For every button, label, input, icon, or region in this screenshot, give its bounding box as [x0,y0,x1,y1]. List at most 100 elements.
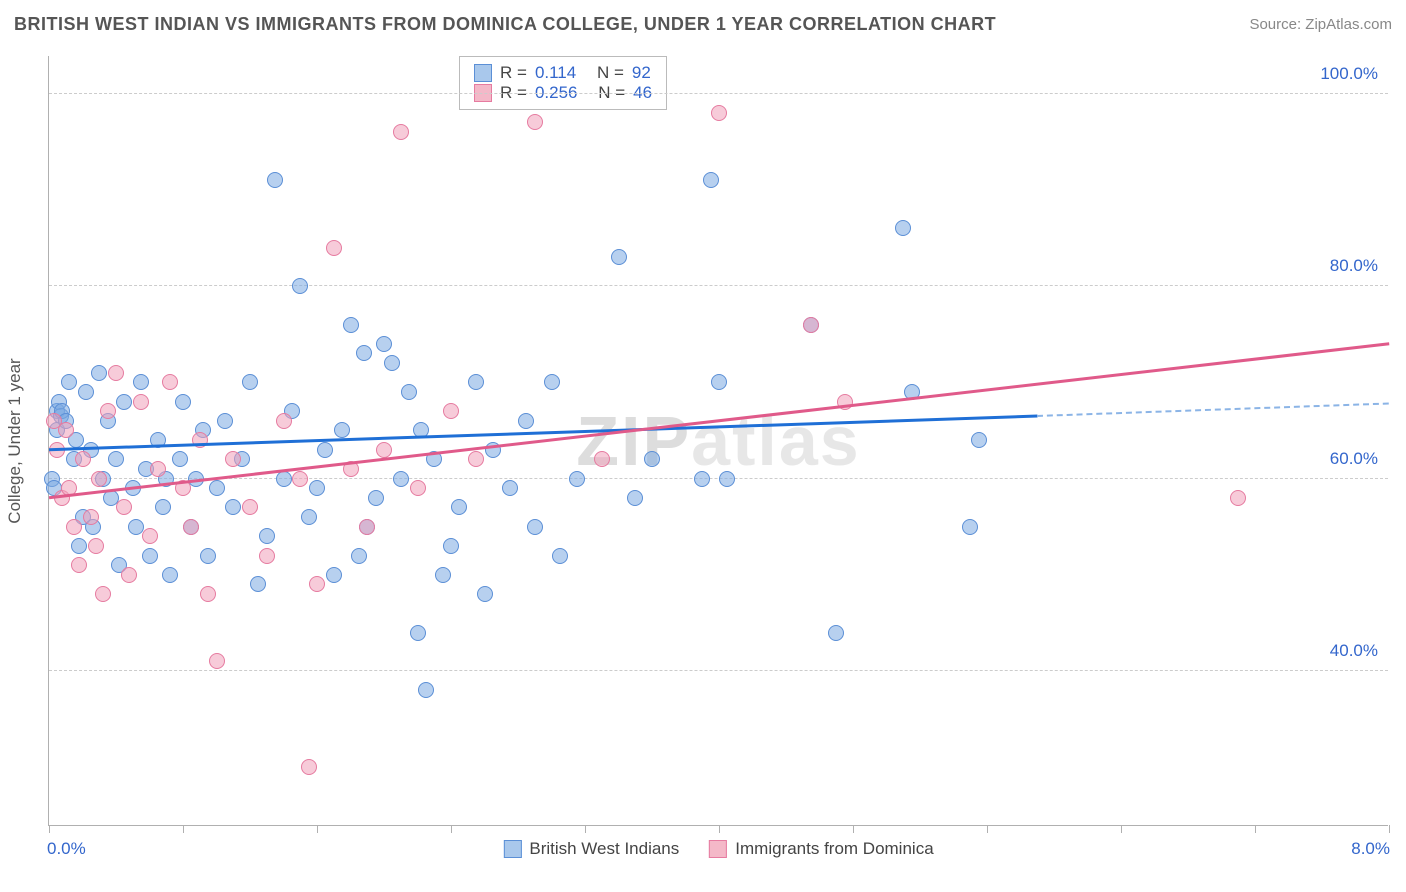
x-axis-max-label: 8.0% [1351,839,1390,859]
scatter-point [569,471,585,487]
scatter-point [401,384,417,400]
scatter-point [376,442,392,458]
scatter-point [703,172,719,188]
scatter-point [162,374,178,390]
x-tick [183,825,184,833]
scatter-point [468,451,484,467]
watermark-text-a: ZIP [576,402,691,480]
scatter-point [711,105,727,121]
scatter-point [142,548,158,564]
scatter-point [100,403,116,419]
scatter-point [468,374,484,390]
x-tick [317,825,318,833]
scatter-point [276,413,292,429]
scatter-point [91,471,107,487]
x-tick [853,825,854,833]
x-tick [1389,825,1390,833]
scatter-point [309,480,325,496]
legend-item-1: Immigrants from Dominica [709,839,933,859]
scatter-point [276,471,292,487]
scatter-point [225,499,241,515]
scatter-point [359,519,375,535]
scatter-point [343,317,359,333]
stats-swatch-0 [474,64,492,82]
scatter-point [200,586,216,602]
scatter-point [175,394,191,410]
scatter-point [200,548,216,564]
scatter-point [217,413,233,429]
stats-row-0: R = 0.114 N = 92 [474,63,652,83]
scatter-point [309,576,325,592]
scatter-point [75,451,91,467]
scatter-point [376,336,392,352]
scatter-point [71,557,87,573]
scatter-point [108,365,124,381]
scatter-point [435,567,451,583]
scatter-point [477,586,493,602]
scatter-point [61,374,77,390]
stats-n-value-0: 92 [632,63,651,83]
legend-item-0: British West Indians [503,839,679,859]
scatter-point [66,519,82,535]
scatter-point [242,374,258,390]
x-axis-min-label: 0.0% [47,839,86,859]
scatter-point [83,509,99,525]
scatter-point [544,374,560,390]
scatter-point [292,471,308,487]
legend-swatch-0 [503,840,521,858]
scatter-point [91,365,107,381]
scatter-point [1230,490,1246,506]
scatter-point [292,278,308,294]
scatter-point [108,451,124,467]
scatter-point [410,480,426,496]
scatter-point [971,432,987,448]
y-tick-label: 80.0% [1324,256,1378,276]
scatter-point [393,471,409,487]
y-tick-label: 40.0% [1324,641,1378,661]
scatter-point [317,442,333,458]
chart-title: BRITISH WEST INDIAN VS IMMIGRANTS FROM D… [14,14,996,35]
scatter-point [644,451,660,467]
scatter-point [150,461,166,477]
scatter-point [225,451,241,467]
legend-label-0: British West Indians [529,839,679,859]
scatter-point [356,345,372,361]
scatter-point [803,317,819,333]
trend-line-extension [1037,402,1389,417]
scatter-point [594,451,610,467]
scatter-point [828,625,844,641]
x-tick [719,825,720,833]
scatter-point [259,528,275,544]
x-tick [451,825,452,833]
scatter-point [384,355,400,371]
scatter-point [962,519,978,535]
stats-r-label-0: R = [500,63,527,83]
scatter-point [259,548,275,564]
scatter-point [611,249,627,265]
scatter-point [627,490,643,506]
scatter-point [368,490,384,506]
scatter-point [209,653,225,669]
x-tick [585,825,586,833]
bottom-legend: British West Indians Immigrants from Dom… [503,839,933,859]
scatter-point [58,422,74,438]
scatter-point [351,548,367,564]
scatter-point [242,499,258,515]
scatter-point [527,519,543,535]
scatter-point [88,538,104,554]
gridline [49,93,1388,94]
chart-header: BRITISH WEST INDIAN VS IMMIGRANTS FROM D… [0,0,1406,48]
scatter-point [326,240,342,256]
correlation-stats-box: R = 0.114 N = 92 R = 0.256 N = 46 [459,56,667,110]
x-tick [49,825,50,833]
scatter-point [711,374,727,390]
scatter-point [209,480,225,496]
scatter-point [71,538,87,554]
scatter-point [393,124,409,140]
scatter-plot-region: College, Under 1 year ZIPatlas R = 0.114… [48,56,1388,826]
watermark: ZIPatlas [576,401,860,481]
scatter-point [172,451,188,467]
scatter-point [95,586,111,602]
scatter-point [443,538,459,554]
scatter-point [502,480,518,496]
